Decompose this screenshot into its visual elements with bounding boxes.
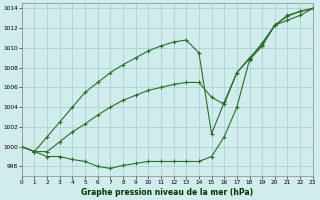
X-axis label: Graphe pression niveau de la mer (hPa): Graphe pression niveau de la mer (hPa) — [81, 188, 253, 197]
